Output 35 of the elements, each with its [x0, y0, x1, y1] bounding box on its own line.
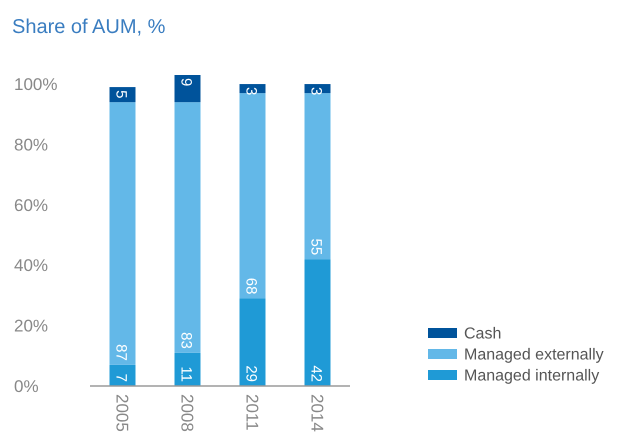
data-label: 11 — [178, 366, 194, 382]
y-tick-label: 60% — [14, 196, 48, 215]
data-label: 9 — [178, 78, 194, 86]
data-label: 68 — [242, 278, 260, 294]
y-tick-label: 20% — [14, 316, 48, 336]
bar — [174, 102, 200, 353]
bar — [110, 102, 136, 365]
legend-label: Cash — [464, 326, 502, 343]
data-label: 55 — [308, 238, 324, 256]
bar — [240, 93, 266, 298]
data-label: 5 — [112, 90, 130, 98]
legend-label: Managed internally — [464, 368, 600, 385]
data-label: 83 — [178, 332, 194, 349]
chart-title: Share of AUM, % — [12, 16, 166, 38]
data-label: 7 — [112, 374, 130, 382]
bar — [174, 75, 200, 102]
data-label: 3 — [308, 87, 324, 96]
y-tick-label: 0% — [14, 376, 39, 396]
data-label: 42 — [308, 365, 324, 382]
y-tick-label: 40% — [14, 256, 48, 276]
data-label: 87 — [112, 344, 130, 361]
x-tick-label: 2008 — [178, 394, 196, 432]
x-tick-label: 2014 — [308, 394, 326, 432]
bar — [240, 298, 266, 386]
bar — [304, 93, 330, 260]
bar — [110, 364, 136, 386]
data-label: 29 — [242, 365, 260, 382]
y-tick-label: 80% — [14, 135, 48, 154]
legend-label: Managed externally — [464, 346, 604, 364]
bar — [304, 259, 330, 386]
data-label: 3 — [242, 87, 260, 96]
x-tick-label: 2011 — [242, 394, 262, 431]
y-tick-label: 100% — [14, 75, 58, 94]
x-tick-label: 2005 — [112, 394, 132, 432]
bar — [174, 352, 200, 386]
